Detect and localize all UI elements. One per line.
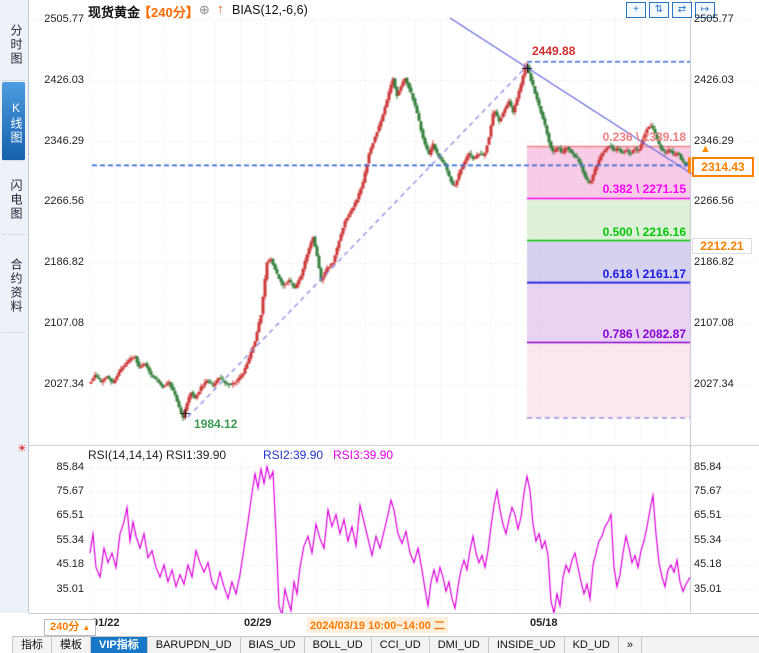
x-axis-tick: 01/22 <box>92 617 120 629</box>
axis-zoom-vertical-icon[interactable]: ⇅ <box>649 2 669 18</box>
rsi2-value: RSI2:39.90 <box>263 448 324 462</box>
rsi-axis-label: 75.67 <box>694 484 722 497</box>
tab-KD_UD[interactable]: KD_UD <box>565 637 619 653</box>
tab-模板[interactable]: 模板 <box>52 637 91 653</box>
rsi-axis-label: 55.34 <box>56 533 84 546</box>
level-price-box: 2212.21 <box>692 238 752 254</box>
left-sidebar: 分时图 K线图 闪电图 合约资料 <box>0 0 29 613</box>
price-axis-label: 2107.08 <box>44 317 84 330</box>
swing-low-label: 1984.12 <box>194 417 238 431</box>
fib-label-0.236: 0.236 \ 2339.18 <box>602 130 686 145</box>
rsi-axis-label: 75.67 <box>56 484 84 497</box>
rsi-axis-label: 85.84 <box>56 460 84 473</box>
x-axis-tick: 2024/03/19 10:00~14:00 二 <box>307 617 448 633</box>
x-axis-tick: 05/18 <box>530 617 558 629</box>
price-axis-label: 2426.03 <box>694 73 734 86</box>
tab-INSIDE_UD[interactable]: INSIDE_UD <box>489 637 565 653</box>
swing-high-label: 2449.88 <box>532 44 576 58</box>
crosshair-icon[interactable]: + <box>626 2 646 18</box>
period-up-arrow-icon: ▲ <box>82 623 91 632</box>
tab-VIP指标[interactable]: VIP指标 <box>91 637 148 653</box>
price-axis-label: 2186.82 <box>44 256 84 269</box>
axis-zoom-horizontal-icon[interactable]: ⇄ <box>672 2 692 18</box>
rsi-axis-label: 65.51 <box>694 509 722 522</box>
rsi-axis-label: 85.84 <box>694 460 722 473</box>
price-axis-label: 2266.56 <box>44 195 84 208</box>
fib-label-0.382: 0.382 \ 2271.15 <box>602 182 686 197</box>
indicator-settings-icon[interactable]: ☀ <box>17 443 27 455</box>
period-selector-label: 240分 <box>50 621 80 633</box>
fib-label-0.500: 0.500 \ 2216.16 <box>602 224 686 239</box>
rsi3-value: RSI3:39.90 <box>333 448 394 462</box>
price-axis-label: 2107.08 <box>694 317 734 330</box>
rsi-axis-label: 35.01 <box>694 582 722 595</box>
price-axis-label: 2186.82 <box>694 256 734 269</box>
x-axis-tick: 02/29 <box>244 617 272 629</box>
symbol-name: 现货黄金 <box>88 5 141 20</box>
exit-chart-icon[interactable]: ↦ <box>695 2 715 18</box>
link-circle-plus-icon[interactable]: ⊕ <box>199 2 210 17</box>
tab-»[interactable]: » <box>619 637 642 653</box>
fib-label-0.618: 0.618 \ 2161.17 <box>602 266 686 281</box>
rsi-axis-label: 45.18 <box>694 558 722 571</box>
price-axis-label: 2505.77 <box>44 12 84 25</box>
last-price-arrow-icon: ▲ <box>700 143 711 155</box>
price-axis-label: 2346.29 <box>44 134 84 147</box>
rsi-axis-label: 45.18 <box>56 558 84 571</box>
tab-BIAS_UD[interactable]: BIAS_UD <box>241 637 305 653</box>
period-label[interactable]: 【240分】 <box>138 5 199 20</box>
price-axis-label: 2426.03 <box>44 73 84 86</box>
overlay-indicator-label[interactable]: BIAS(12,-6,6) <box>232 3 308 17</box>
rsi-axis-label: 55.34 <box>694 533 722 546</box>
chart-toolbar: + ⇅ ⇄ ↦ <box>626 2 715 18</box>
price-axis-label: 2346.29 <box>694 134 734 147</box>
price-axis-label: 2266.56 <box>694 195 734 208</box>
sidebar-item-4[interactable]: 合约资料 <box>2 236 25 333</box>
last-price-box: 2314.43 <box>692 157 754 177</box>
fib-label-0.786: 0.786 \ 2082.87 <box>602 326 686 341</box>
sidebar-item-2[interactable]: K线图 <box>2 82 25 161</box>
period-selector[interactable]: 240分 ▲ <box>44 619 97 636</box>
tab-BOLL_UD[interactable]: BOLL_UD <box>305 637 372 653</box>
tab-BARUPDN_UD[interactable]: BARUPDN_UD <box>148 637 241 653</box>
tab-指标[interactable]: 指标 <box>12 637 52 653</box>
price-axis-label: 2505.77 <box>694 12 734 25</box>
rsi-title[interactable]: RSI(14,14,14) RSI1:39.90 <box>88 448 227 462</box>
price-axis-label: 2027.34 <box>694 378 734 391</box>
price-axis-label: 2027.34 <box>44 378 84 391</box>
rsi-axis-label: 65.51 <box>56 509 84 522</box>
indicator-tab-bar: 指标 模板 VIP指标 BARUPDN_UD BIAS_UD BOLL_UD CCI_UD D… <box>12 636 759 653</box>
tab-DMI_UD[interactable]: DMI_UD <box>430 637 489 653</box>
sidebar-item-3[interactable]: 闪电图 <box>2 162 25 235</box>
indicator-up-arrow-icon: ↑ <box>217 1 224 16</box>
rsi-axis-label: 35.01 <box>56 582 84 595</box>
tab-CCI_UD[interactable]: CCI_UD <box>372 637 430 653</box>
sidebar-item-1[interactable]: 分时图 <box>2 6 25 81</box>
